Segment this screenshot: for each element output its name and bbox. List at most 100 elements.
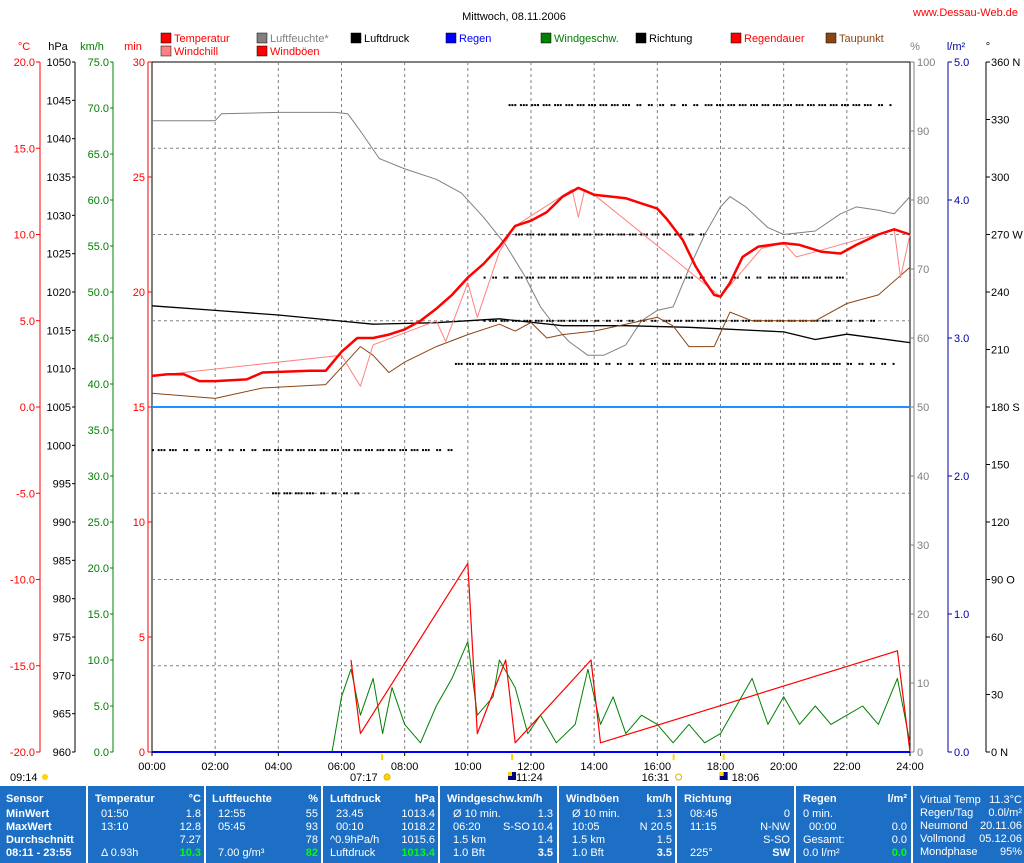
- direction-dot: [610, 104, 613, 107]
- direction-dot: [673, 362, 676, 365]
- direction-dot: [597, 276, 600, 279]
- direction-dot: [680, 233, 683, 236]
- sensor-max: MaxWert: [6, 821, 52, 833]
- direction-dot: [582, 104, 585, 107]
- direction-dot: [580, 319, 583, 322]
- direction-dot: [702, 362, 705, 365]
- rain-time: 00:00: [809, 821, 837, 833]
- direction-dot: [532, 233, 535, 236]
- direction-dot: [489, 362, 491, 365]
- tick-label-pct: 10: [917, 678, 929, 690]
- tick-label-kmh: 60.0: [88, 195, 109, 207]
- extra-val-4: 95%: [999, 846, 1022, 858]
- direction-dot: [517, 362, 520, 365]
- tick-label-kmh: 75.0: [88, 57, 109, 69]
- tick-label-pct: 100: [917, 57, 935, 69]
- tick-label-min: 10: [133, 517, 145, 529]
- direction-dot: [616, 104, 619, 107]
- direction-dot: [357, 492, 360, 495]
- direction-dot: [343, 492, 346, 495]
- direction-dot: [755, 104, 758, 107]
- direction-dot: [609, 233, 611, 236]
- direction-dot: [858, 104, 861, 107]
- gust-bft: 1.0 Bft: [572, 847, 604, 859]
- direction-dot: [742, 319, 745, 322]
- direction-dot: [639, 362, 642, 365]
- direction-dot: [628, 233, 631, 236]
- separator: [321, 786, 323, 863]
- direction-dot: [617, 276, 620, 279]
- direction-dot: [511, 104, 514, 107]
- direction-dot: [674, 233, 677, 236]
- tick-label-deg: 330: [991, 115, 1009, 127]
- direction-dot: [742, 362, 744, 365]
- direction-dot: [781, 362, 784, 365]
- direction-dot: [348, 449, 351, 452]
- direction-dot: [787, 104, 790, 107]
- direction-dot: [745, 276, 748, 279]
- direction-dot: [702, 319, 705, 322]
- x-axis: 00:00 02:00 04:00 06:00 08:00 10:00 12:00 14:00…: [138, 752, 924, 773]
- direction-dot: [815, 362, 818, 365]
- dir-max-time: 11:15: [690, 821, 717, 833]
- direction-dot: [279, 449, 282, 452]
- direction-dot: [657, 233, 660, 236]
- direction-dot: [801, 362, 804, 365]
- direction-dot: [152, 449, 154, 452]
- tick-label-min: 20: [133, 287, 145, 299]
- direction-dot: [559, 104, 562, 107]
- direction-dot: [208, 449, 211, 452]
- direction-dot: [753, 104, 755, 107]
- direction-dot: [707, 104, 710, 107]
- temp-avg: 7.27: [179, 834, 201, 846]
- direction-dot: [691, 319, 694, 322]
- tick-label-hpa: 995: [53, 479, 71, 491]
- rain-current: 0.0: [891, 847, 907, 859]
- direction-dot: [628, 276, 631, 279]
- legend-label: Windchill: [174, 46, 218, 58]
- col-extra: Virtual Temp 11.3°C Regen/Tag 0.0l/m² Neum…: [920, 794, 1022, 863]
- direction-dot: [708, 319, 711, 322]
- gust-avg: 1.3: [656, 808, 672, 820]
- direction-dot: [514, 362, 517, 365]
- site-link[interactable]: www.Dessau-Web.de: [912, 7, 1018, 19]
- direction-dot: [651, 276, 654, 279]
- direction-dot: [796, 276, 799, 279]
- direction-dot: [500, 362, 503, 365]
- direction-dot: [545, 362, 548, 365]
- legend-swatch: [160, 45, 172, 57]
- unit-temp: °C: [18, 41, 30, 53]
- direction-dot: [725, 276, 728, 279]
- direction-dot: [413, 449, 416, 452]
- direction-dot: [676, 276, 679, 279]
- direction-dot: [319, 449, 322, 452]
- tick-label-kmh: 20.0: [88, 563, 109, 575]
- tick-label-time: 02:00: [201, 761, 229, 773]
- tick-label-deg: 30: [991, 690, 1003, 702]
- direction-dot: [744, 362, 747, 365]
- direction-dot: [194, 449, 197, 452]
- extra-val-2: 20.11.06: [979, 820, 1022, 832]
- direction-dot: [387, 449, 390, 452]
- direction-dot: [620, 319, 623, 322]
- direction-dot: [748, 276, 750, 279]
- wind-max-dir: S-SO: [503, 821, 530, 833]
- direction-dot: [526, 276, 529, 279]
- tick-label-hpa: 1005: [47, 402, 71, 414]
- direction-dot: [565, 104, 568, 107]
- series-windgeschw-: [331, 641, 911, 753]
- direction-dot: [798, 362, 801, 365]
- direction-dot: [616, 362, 619, 365]
- tick-label-temp: 15.0: [14, 143, 35, 155]
- dir-current: SW: [772, 847, 790, 859]
- tick-label-kmh: 30.0: [88, 471, 109, 483]
- direction-dot: [353, 449, 356, 452]
- tick-label-temp: -10.0: [10, 575, 35, 587]
- direction-dot: [778, 104, 781, 107]
- direction-dot: [416, 449, 419, 452]
- direction-dot: [410, 449, 413, 452]
- tick-label-hpa: 1030: [47, 210, 71, 222]
- temp-min-time: 01:50: [101, 808, 129, 820]
- tick-label-hpa: 1050: [47, 57, 71, 69]
- rain-unit: l/m²: [887, 793, 907, 805]
